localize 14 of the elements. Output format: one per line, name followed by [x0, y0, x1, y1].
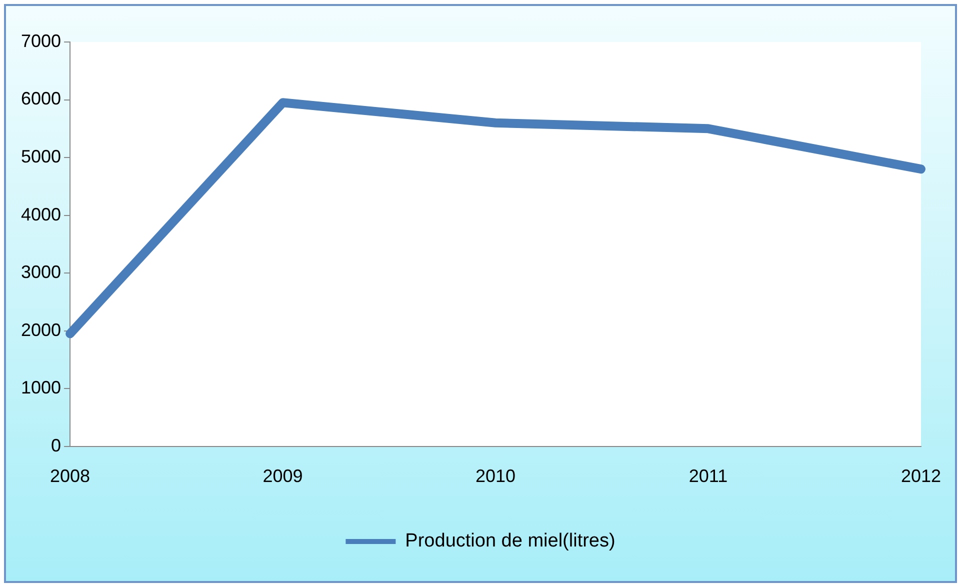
- x-tick-label: 2011: [688, 466, 728, 486]
- y-tick-label: 2000: [20, 320, 62, 340]
- x-tick-label: 2010: [475, 466, 516, 486]
- x-tick-label: 2009: [262, 466, 303, 486]
- legend-label: Production de miel(litres): [405, 530, 616, 552]
- x-tick-label: 2008: [50, 466, 90, 486]
- y-tick-label: 4000: [20, 204, 62, 224]
- y-tick-label: 1000: [20, 378, 62, 398]
- x-tick-label: 2012: [900, 466, 941, 486]
- y-tick-label: 7000: [20, 30, 62, 51]
- y-tick-label: 3000: [20, 262, 62, 282]
- y-tick-label: 0: [51, 435, 62, 456]
- y-tick-label: 6000: [20, 88, 62, 109]
- y-tick-label: 5000: [20, 146, 62, 167]
